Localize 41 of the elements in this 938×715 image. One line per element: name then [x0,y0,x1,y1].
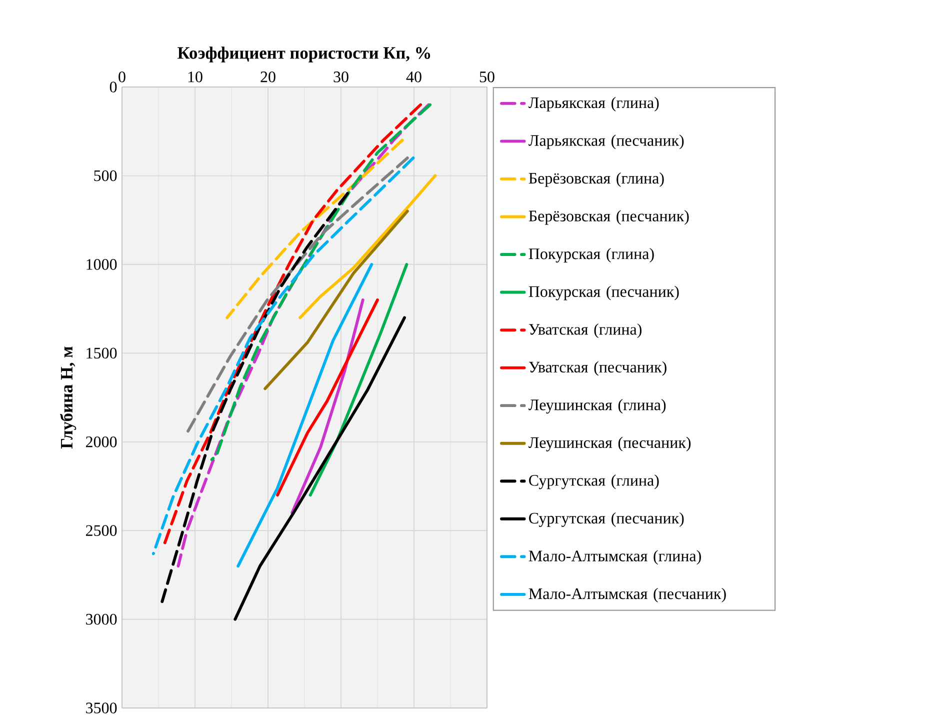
x-tick-label: 20 [260,71,276,82]
line-series [276,298,379,497]
legend-label: Берёзовская (глина) [528,172,664,187]
y-tick-label: 2000 [86,436,117,448]
x-axis-title: Коэффициент пористости Кп, % [178,46,430,62]
line-series [298,174,437,320]
y-tick-label: 3500 [86,702,117,714]
x-tick-label: 40 [406,71,422,82]
line-series [236,262,374,568]
line-series [160,192,350,604]
y-tick-label: 2500 [86,525,117,536]
legend-label: Ларьякская (глина) [528,96,659,112]
line-series [264,210,409,390]
legend-label: Покурская (глина) [528,248,654,263]
legend-label: Сургутская (песчаник) [529,512,684,527]
y-tick-label: 500 [94,170,117,182]
legend-label: Мало-Алтымская (глина) [528,550,701,565]
legend-label: Уватская (песчаник) [528,361,666,376]
line-series [210,103,432,462]
legend-label: Леушинская (песчаник) [528,436,691,452]
line-series [226,138,404,320]
y-axis-title: Глубина H, м [60,346,76,449]
legend-label: Мало-Алтымская (песчаник) [528,588,726,602]
legend-label: Уватская (глина) [528,323,642,338]
y-tick-label: 3000 [86,614,117,625]
legend-label: Берёзовская (песчаник) [528,210,689,225]
y-tick-label: 1500 [86,348,117,359]
x-tick-label: 30 [334,71,348,82]
y-tick-label: 1000 [86,259,117,270]
line-series [234,316,406,621]
x-tick-label: 10 [188,71,202,82]
line-series [186,156,409,434]
legend-label: Ларьякская (песчаник) [528,134,684,150]
legend-label: Сургутская (глина) [529,474,659,490]
y-tick-label: 0 [110,82,117,92]
x-tick-label: 0 [118,71,126,82]
x-tick-label: 50 [480,71,494,82]
legend-label: Леушинская (глина) [528,399,666,414]
line-series [152,156,415,556]
line-series [290,298,364,514]
legend-label: Покурская (песчаник) [528,286,679,300]
